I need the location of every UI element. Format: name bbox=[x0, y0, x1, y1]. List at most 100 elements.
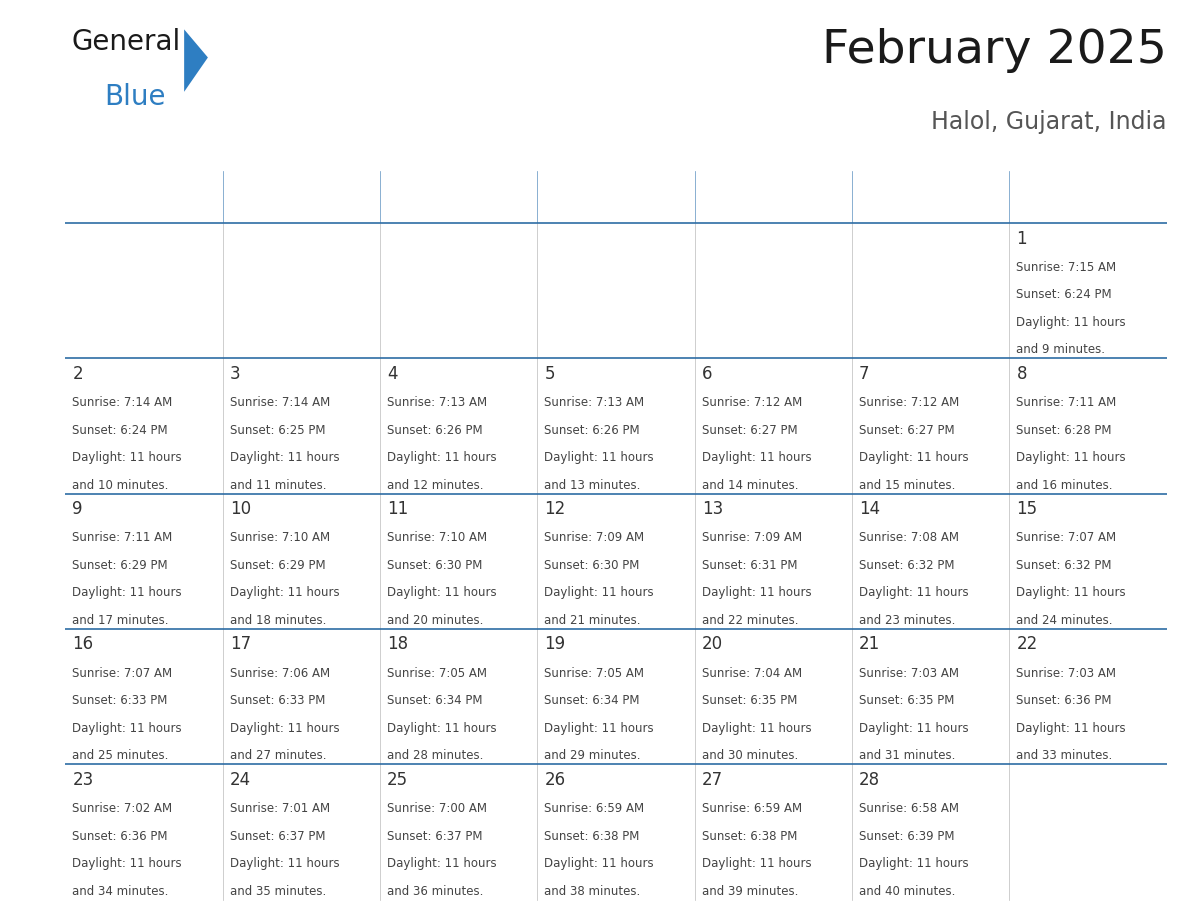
Text: Sunset: 6:38 PM: Sunset: 6:38 PM bbox=[702, 830, 797, 843]
Text: Sunset: 6:29 PM: Sunset: 6:29 PM bbox=[72, 559, 168, 572]
Text: and 34 minutes.: and 34 minutes. bbox=[72, 885, 169, 898]
Text: 26: 26 bbox=[544, 771, 565, 789]
Text: Daylight: 11 hours: Daylight: 11 hours bbox=[72, 587, 182, 599]
Text: Daylight: 11 hours: Daylight: 11 hours bbox=[387, 857, 497, 870]
Text: Sunset: 6:24 PM: Sunset: 6:24 PM bbox=[72, 423, 168, 437]
Text: 24: 24 bbox=[229, 771, 251, 789]
Text: and 40 minutes.: and 40 minutes. bbox=[859, 885, 955, 898]
Text: Daylight: 11 hours: Daylight: 11 hours bbox=[859, 451, 968, 465]
Text: 21: 21 bbox=[859, 635, 880, 654]
Text: Daylight: 11 hours: Daylight: 11 hours bbox=[72, 722, 182, 734]
Text: Sunrise: 7:14 AM: Sunrise: 7:14 AM bbox=[72, 396, 172, 409]
Text: Sunrise: 7:04 AM: Sunrise: 7:04 AM bbox=[702, 666, 802, 679]
Text: and 22 minutes.: and 22 minutes. bbox=[702, 614, 798, 627]
Text: Blue: Blue bbox=[105, 83, 166, 111]
Text: 17: 17 bbox=[229, 635, 251, 654]
Text: and 28 minutes.: and 28 minutes. bbox=[387, 749, 484, 762]
Text: and 14 minutes.: and 14 minutes. bbox=[702, 478, 798, 492]
Text: Sunrise: 7:09 AM: Sunrise: 7:09 AM bbox=[544, 532, 645, 544]
Text: Daylight: 11 hours: Daylight: 11 hours bbox=[544, 722, 655, 734]
Text: 10: 10 bbox=[229, 500, 251, 518]
Text: and 39 minutes.: and 39 minutes. bbox=[702, 885, 798, 898]
Text: Sunset: 6:38 PM: Sunset: 6:38 PM bbox=[544, 830, 640, 843]
Text: Sunrise: 7:15 AM: Sunrise: 7:15 AM bbox=[1017, 261, 1117, 274]
Text: Daylight: 11 hours: Daylight: 11 hours bbox=[544, 587, 655, 599]
Text: Sunrise: 7:11 AM: Sunrise: 7:11 AM bbox=[72, 532, 172, 544]
Text: Daylight: 11 hours: Daylight: 11 hours bbox=[544, 451, 655, 465]
Text: and 27 minutes.: and 27 minutes. bbox=[229, 749, 327, 762]
Text: Sunset: 6:30 PM: Sunset: 6:30 PM bbox=[387, 559, 482, 572]
Text: 18: 18 bbox=[387, 635, 409, 654]
Text: Daylight: 11 hours: Daylight: 11 hours bbox=[702, 451, 811, 465]
Text: Daylight: 11 hours: Daylight: 11 hours bbox=[1017, 587, 1126, 599]
Text: 15: 15 bbox=[1017, 500, 1037, 518]
Text: and 12 minutes.: and 12 minutes. bbox=[387, 478, 484, 492]
Text: Monday: Monday bbox=[234, 188, 303, 206]
Text: Sunset: 6:26 PM: Sunset: 6:26 PM bbox=[544, 423, 640, 437]
Text: Sunrise: 7:06 AM: Sunrise: 7:06 AM bbox=[229, 666, 330, 679]
Text: 13: 13 bbox=[702, 500, 723, 518]
Text: Daylight: 11 hours: Daylight: 11 hours bbox=[702, 722, 811, 734]
Text: Sunrise: 7:00 AM: Sunrise: 7:00 AM bbox=[387, 802, 487, 815]
Text: Sunrise: 7:10 AM: Sunrise: 7:10 AM bbox=[229, 532, 330, 544]
Text: Sunset: 6:37 PM: Sunset: 6:37 PM bbox=[387, 830, 482, 843]
Text: Daylight: 11 hours: Daylight: 11 hours bbox=[229, 722, 340, 734]
Text: Daylight: 11 hours: Daylight: 11 hours bbox=[387, 587, 497, 599]
Text: Sunset: 6:27 PM: Sunset: 6:27 PM bbox=[702, 423, 797, 437]
Text: Daylight: 11 hours: Daylight: 11 hours bbox=[702, 587, 811, 599]
Text: 27: 27 bbox=[702, 771, 722, 789]
Text: 3: 3 bbox=[229, 364, 240, 383]
Text: and 13 minutes.: and 13 minutes. bbox=[544, 478, 640, 492]
Text: Sunrise: 7:12 AM: Sunrise: 7:12 AM bbox=[702, 396, 802, 409]
Text: and 20 minutes.: and 20 minutes. bbox=[387, 614, 484, 627]
Text: 7: 7 bbox=[859, 364, 870, 383]
Text: and 25 minutes.: and 25 minutes. bbox=[72, 749, 169, 762]
Text: Daylight: 11 hours: Daylight: 11 hours bbox=[72, 857, 182, 870]
Text: and 36 minutes.: and 36 minutes. bbox=[387, 885, 484, 898]
Text: 4: 4 bbox=[387, 364, 398, 383]
Text: 5: 5 bbox=[544, 364, 555, 383]
Text: and 29 minutes.: and 29 minutes. bbox=[544, 749, 642, 762]
Text: Sunrise: 7:07 AM: Sunrise: 7:07 AM bbox=[72, 666, 172, 679]
Text: Thursday: Thursday bbox=[706, 188, 786, 206]
Text: Friday: Friday bbox=[862, 188, 916, 206]
Text: and 24 minutes.: and 24 minutes. bbox=[1017, 614, 1113, 627]
Text: Daylight: 11 hours: Daylight: 11 hours bbox=[859, 857, 968, 870]
Text: Sunset: 6:27 PM: Sunset: 6:27 PM bbox=[859, 423, 955, 437]
Text: Daylight: 11 hours: Daylight: 11 hours bbox=[229, 451, 340, 465]
Text: 20: 20 bbox=[702, 635, 722, 654]
Text: Daylight: 11 hours: Daylight: 11 hours bbox=[1017, 722, 1126, 734]
Text: Sunset: 6:33 PM: Sunset: 6:33 PM bbox=[72, 694, 168, 707]
Text: and 35 minutes.: and 35 minutes. bbox=[229, 885, 326, 898]
Text: and 10 minutes.: and 10 minutes. bbox=[72, 478, 169, 492]
Text: 19: 19 bbox=[544, 635, 565, 654]
Text: General: General bbox=[71, 28, 181, 56]
Text: Sunset: 6:32 PM: Sunset: 6:32 PM bbox=[859, 559, 955, 572]
Text: Sunrise: 7:12 AM: Sunrise: 7:12 AM bbox=[859, 396, 960, 409]
Text: Daylight: 11 hours: Daylight: 11 hours bbox=[544, 857, 655, 870]
Text: Sunset: 6:34 PM: Sunset: 6:34 PM bbox=[544, 694, 640, 707]
Text: Sunset: 6:24 PM: Sunset: 6:24 PM bbox=[1017, 288, 1112, 301]
Text: 6: 6 bbox=[702, 364, 713, 383]
Text: Sunrise: 7:07 AM: Sunrise: 7:07 AM bbox=[1017, 532, 1117, 544]
Text: Sunrise: 7:05 AM: Sunrise: 7:05 AM bbox=[387, 666, 487, 679]
Text: 22: 22 bbox=[1017, 635, 1037, 654]
Text: Sunrise: 7:13 AM: Sunrise: 7:13 AM bbox=[387, 396, 487, 409]
Text: Daylight: 11 hours: Daylight: 11 hours bbox=[387, 451, 497, 465]
Text: 25: 25 bbox=[387, 771, 409, 789]
Text: and 30 minutes.: and 30 minutes. bbox=[702, 749, 798, 762]
Text: Sunrise: 6:59 AM: Sunrise: 6:59 AM bbox=[544, 802, 645, 815]
Text: Saturday: Saturday bbox=[1020, 188, 1099, 206]
Text: Sunrise: 7:02 AM: Sunrise: 7:02 AM bbox=[72, 802, 172, 815]
Text: 28: 28 bbox=[859, 771, 880, 789]
Text: Daylight: 11 hours: Daylight: 11 hours bbox=[1017, 316, 1126, 329]
Text: and 21 minutes.: and 21 minutes. bbox=[544, 614, 642, 627]
Text: Sunset: 6:26 PM: Sunset: 6:26 PM bbox=[387, 423, 482, 437]
Text: Sunset: 6:37 PM: Sunset: 6:37 PM bbox=[229, 830, 326, 843]
Text: Daylight: 11 hours: Daylight: 11 hours bbox=[859, 722, 968, 734]
Text: Sunset: 6:35 PM: Sunset: 6:35 PM bbox=[859, 694, 954, 707]
Text: Daylight: 11 hours: Daylight: 11 hours bbox=[702, 857, 811, 870]
Text: 9: 9 bbox=[72, 500, 83, 518]
Text: and 31 minutes.: and 31 minutes. bbox=[859, 749, 955, 762]
Text: Daylight: 11 hours: Daylight: 11 hours bbox=[72, 451, 182, 465]
